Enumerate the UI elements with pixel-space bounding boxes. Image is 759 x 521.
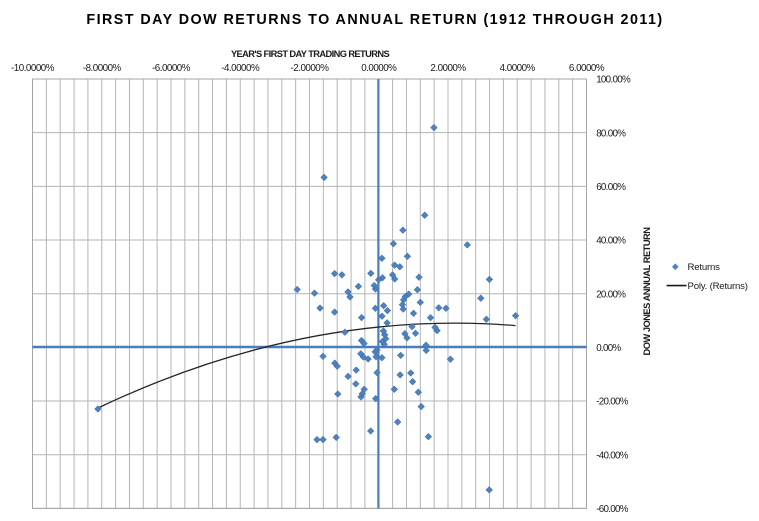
svg-text:-10.0000%: -10.0000% [11, 63, 55, 74]
svg-text:DOW JONES ANNUAL RETURN: DOW JONES ANNUAL RETURN [642, 227, 652, 356]
svg-text:-4.0000%: -4.0000% [221, 63, 260, 74]
svg-text:40.00%: 40.00% [596, 236, 626, 247]
svg-text:0.00%: 0.00% [596, 343, 621, 354]
svg-text:-8.0000%: -8.0000% [83, 63, 122, 74]
svg-text:-40.00%: -40.00% [596, 450, 629, 461]
svg-text:YEAR'S FIRST DAY TRADING RETUR: YEAR'S FIRST DAY TRADING RETURNS [231, 49, 390, 59]
svg-text:80.00%: 80.00% [596, 128, 626, 139]
svg-text:-20.00%: -20.00% [596, 397, 629, 408]
svg-text:6.0000%: 6.0000% [569, 63, 605, 74]
svg-text:Returns: Returns [688, 262, 721, 273]
svg-text:60.00%: 60.00% [596, 182, 626, 193]
svg-text:Poly. (Returns): Poly. (Returns) [688, 281, 748, 292]
svg-text:-60.00%: -60.00% [596, 504, 629, 515]
svg-text:-2.0000%: -2.0000% [291, 63, 330, 74]
svg-text:20.00%: 20.00% [596, 289, 626, 300]
svg-text:FIRST DAY DOW RETURNS TO ANNUA: FIRST DAY DOW RETURNS TO ANNUAL RETURN (… [86, 12, 663, 28]
svg-text:100.00%: 100.00% [596, 75, 631, 86]
svg-text:2.0000%: 2.0000% [430, 63, 466, 74]
svg-text:0.0000%: 0.0000% [361, 63, 397, 74]
svg-text:4.0000%: 4.0000% [500, 63, 536, 74]
svg-text:-6.0000%: -6.0000% [152, 63, 191, 74]
